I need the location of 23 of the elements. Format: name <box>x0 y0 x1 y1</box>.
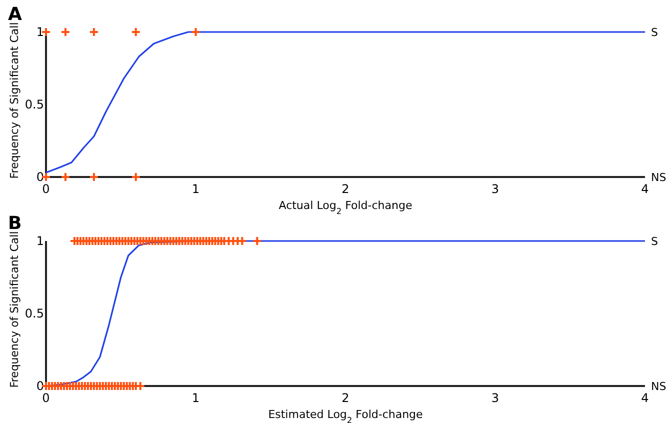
y-axis-title: Frequency of Significant Call <box>8 22 21 179</box>
x-tick-label: 4 <box>641 391 649 405</box>
x-axis-title: Estimated Log$_{2}$ Fold-change <box>268 408 424 423</box>
chart-title: A <box>8 4 22 25</box>
y-axis-title: Frequency of Significant Call <box>8 231 21 388</box>
chart-title: B <box>8 213 22 234</box>
x-tick-label: 4 <box>641 182 649 196</box>
y-tick-label: 1 <box>36 25 44 39</box>
line-series <box>45 31 646 174</box>
x-tick-label: 3 <box>491 391 500 405</box>
x-tick-label: 2 <box>342 182 350 196</box>
y-tick-label: 0.5 <box>24 98 44 112</box>
text: NS <box>651 380 666 393</box>
x-tick-label: 2 <box>342 391 350 405</box>
y-tick-label: 1 <box>36 234 44 248</box>
text: S <box>651 26 658 39</box>
x-axis-title: Actual Log$_{2}$ Fold-change <box>278 199 412 216</box>
text: S <box>651 235 658 248</box>
x-tick-label: 1 <box>192 391 200 405</box>
x-tick-label: 1 <box>192 182 200 196</box>
text: NS <box>651 171 666 184</box>
x-tick-label: 3 <box>491 182 500 196</box>
y-tick-label: 0.5 <box>24 306 44 320</box>
